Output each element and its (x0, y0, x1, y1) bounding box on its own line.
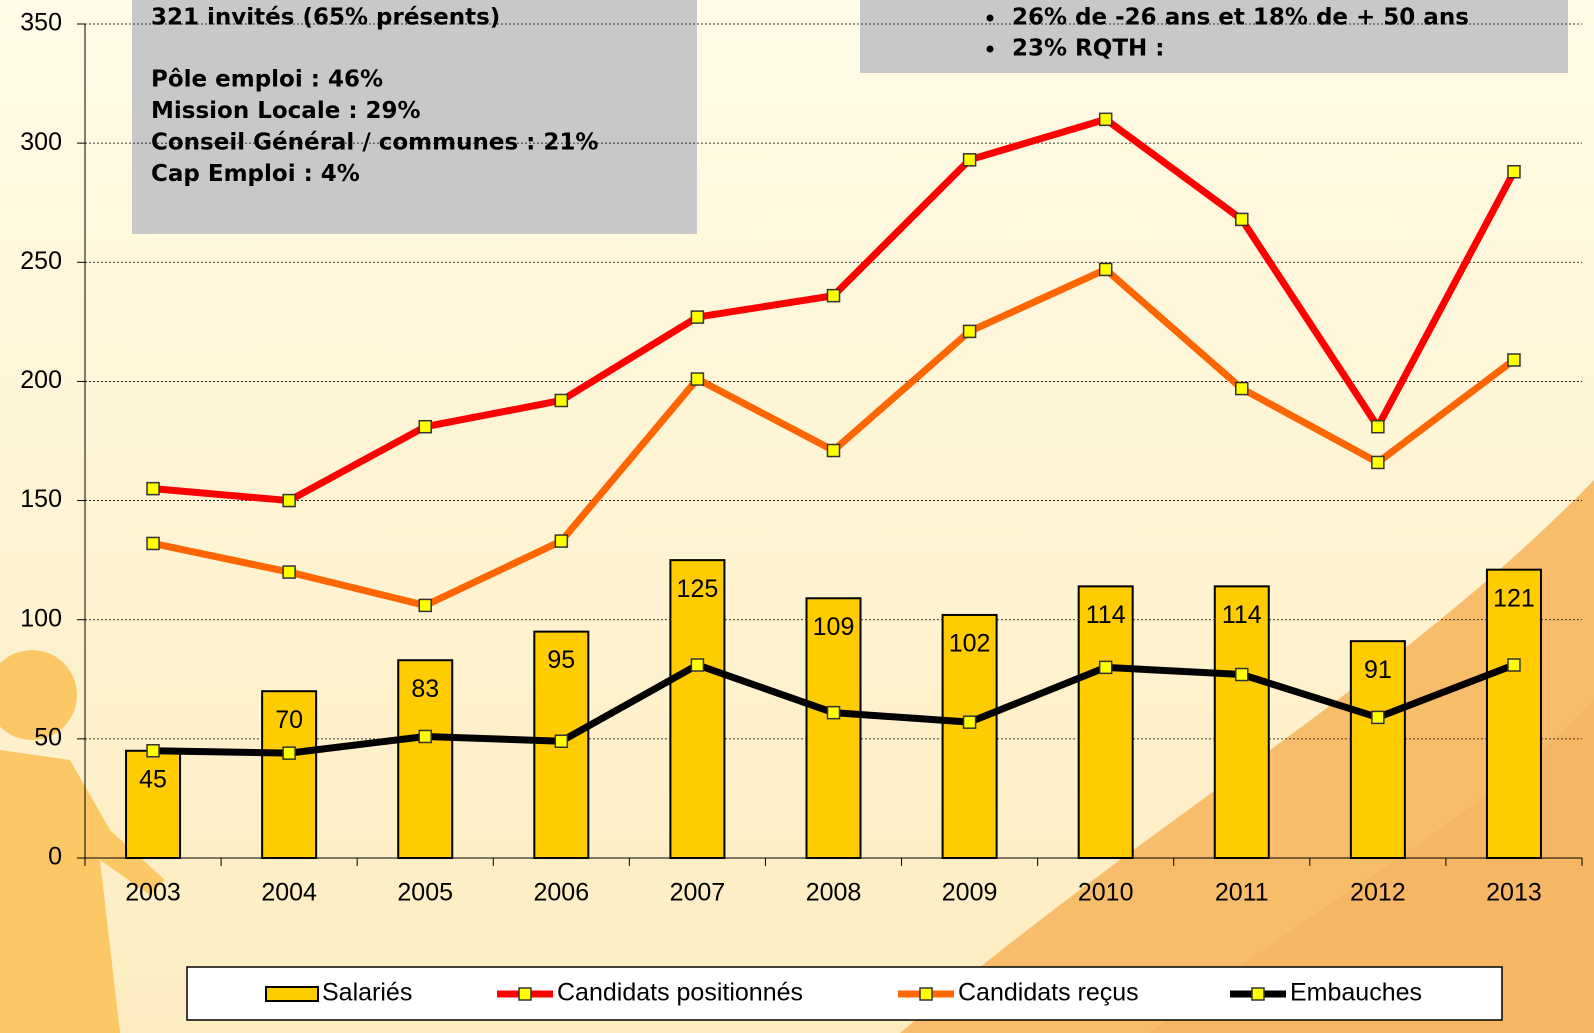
marker (419, 730, 431, 742)
marker (1508, 166, 1520, 178)
marker (555, 535, 567, 547)
annotation-text: Cap Emploi : 4% (151, 161, 360, 187)
marker (964, 325, 976, 337)
data-label: 91 (1364, 656, 1392, 684)
marker (828, 290, 840, 302)
x-tick-label: 2005 (397, 879, 453, 907)
legend-swatch (519, 988, 531, 1000)
legend-label: Salariés (322, 979, 412, 1007)
marker (1372, 421, 1384, 433)
marker (147, 745, 159, 757)
marker (691, 311, 703, 323)
x-tick-label: 2003 (125, 879, 181, 907)
annotation-text: 321 invités (65% présents) (151, 5, 500, 31)
page: {"chart_data": { "type": "bar-line", "ca… (0, 0, 1594, 1033)
marker (283, 747, 295, 759)
data-label: 125 (677, 575, 719, 603)
x-tick-label: 2010 (1078, 879, 1134, 907)
y-tick-label: 300 (20, 128, 62, 156)
data-label: 121 (1493, 584, 1535, 612)
bar (670, 560, 724, 858)
marker (1508, 659, 1520, 671)
marker (964, 716, 976, 728)
marker (283, 566, 295, 578)
y-tick-label: 150 (20, 485, 62, 513)
data-label: 109 (813, 613, 855, 641)
marker (1236, 669, 1248, 681)
marker (1100, 113, 1112, 125)
annotation-text: 26% de -26 ans et 18% de + 50 ans (1012, 5, 1469, 31)
marker (1100, 263, 1112, 275)
legend-label: Candidats reçus (958, 979, 1139, 1007)
legend-swatch (1252, 988, 1264, 1000)
marker (828, 707, 840, 719)
legend-swatch (920, 988, 932, 1000)
marker (419, 421, 431, 433)
marker (283, 495, 295, 507)
marker (555, 394, 567, 406)
annotation-text: Mission Locale : 29% (151, 98, 421, 124)
chart: 321 invités (65% présents) Pôle emploi : … (0, 0, 1594, 1033)
annotation-text: 23% RQTH : (1012, 36, 1164, 62)
data-label: 45 (139, 765, 167, 793)
annotation-text: Conseil Général / communes : 21% (151, 130, 598, 156)
x-tick-label: 2006 (534, 879, 590, 907)
marker (691, 659, 703, 671)
y-tick-label: 200 (20, 366, 62, 394)
data-label: 114 (1086, 601, 1126, 629)
data-label: 114 (1222, 601, 1262, 629)
marker (1372, 711, 1384, 723)
bar (1487, 570, 1541, 858)
marker (1236, 383, 1248, 395)
marker (691, 373, 703, 385)
y-tick-label: 350 (20, 9, 62, 37)
marker (1100, 661, 1112, 673)
x-tick-label: 2007 (670, 879, 726, 907)
marker (828, 445, 840, 457)
data-label: 70 (275, 706, 303, 734)
legend-swatch (266, 987, 318, 1001)
marker (1236, 213, 1248, 225)
bullet (987, 15, 994, 22)
x-tick-label: 2004 (261, 879, 317, 907)
marker (419, 599, 431, 611)
legend-label: Candidats positionnés (557, 979, 803, 1007)
data-label: 95 (547, 646, 575, 674)
y-tick-label: 250 (20, 247, 62, 275)
data-label: 83 (411, 675, 439, 703)
marker (1372, 456, 1384, 468)
marker (147, 483, 159, 495)
y-tick-label: 100 (20, 604, 62, 632)
x-tick-label: 2012 (1350, 879, 1406, 907)
annotation-text: Pôle emploi : 46% (151, 67, 383, 93)
x-tick-label: 2008 (806, 879, 862, 907)
y-tick-label: 0 (48, 843, 62, 871)
marker (1508, 354, 1520, 366)
data-label: 102 (949, 630, 991, 658)
marker (964, 154, 976, 166)
x-tick-label: 2011 (1215, 879, 1269, 907)
y-tick-label: 50 (34, 723, 62, 751)
marker (147, 537, 159, 549)
marker (555, 735, 567, 747)
legend-label: Embauches (1290, 979, 1422, 1007)
x-tick-label: 2009 (942, 879, 998, 907)
bullet (987, 46, 994, 53)
x-tick-label: 2013 (1486, 879, 1542, 907)
